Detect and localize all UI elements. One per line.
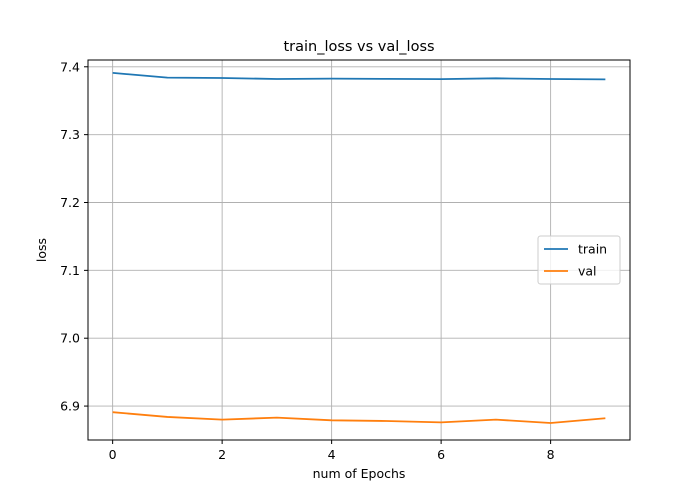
- series-line-train: [112, 71, 606, 81]
- plot-area-frame: [87, 59, 631, 441]
- y-tick-label: 6.9: [60, 399, 80, 414]
- x-tick-label: 8: [547, 447, 555, 462]
- y-axis-label: loss: [34, 238, 49, 262]
- y-tick-label: 7.0: [60, 331, 80, 346]
- series-lines: [112, 71, 606, 424]
- legend-label-train: train: [578, 242, 607, 257]
- y-tick-label: 7.4: [60, 59, 80, 74]
- legend: train val: [537, 235, 621, 285]
- x-tick-label: 4: [328, 447, 336, 462]
- y-tick-label: 7.3: [60, 127, 80, 142]
- x-tick-label: 6: [437, 447, 445, 462]
- x-tick-label: 2: [218, 447, 226, 462]
- axis-ticks: 0 2 4 6 8 6.9 7.0 7.1 7.2 7.3 7.4: [60, 59, 555, 462]
- x-axis-label: num of Epochs: [313, 466, 406, 481]
- series-line-val: [112, 411, 606, 424]
- chart-title: train_loss vs val_loss: [283, 39, 434, 55]
- legend-box: [537, 235, 621, 285]
- legend-label-val: val: [578, 264, 597, 279]
- y-tick-label: 7.1: [60, 263, 80, 278]
- x-tick-label: 0: [109, 447, 117, 462]
- y-tick-label: 7.2: [60, 195, 80, 210]
- grid-lines: [88, 60, 630, 440]
